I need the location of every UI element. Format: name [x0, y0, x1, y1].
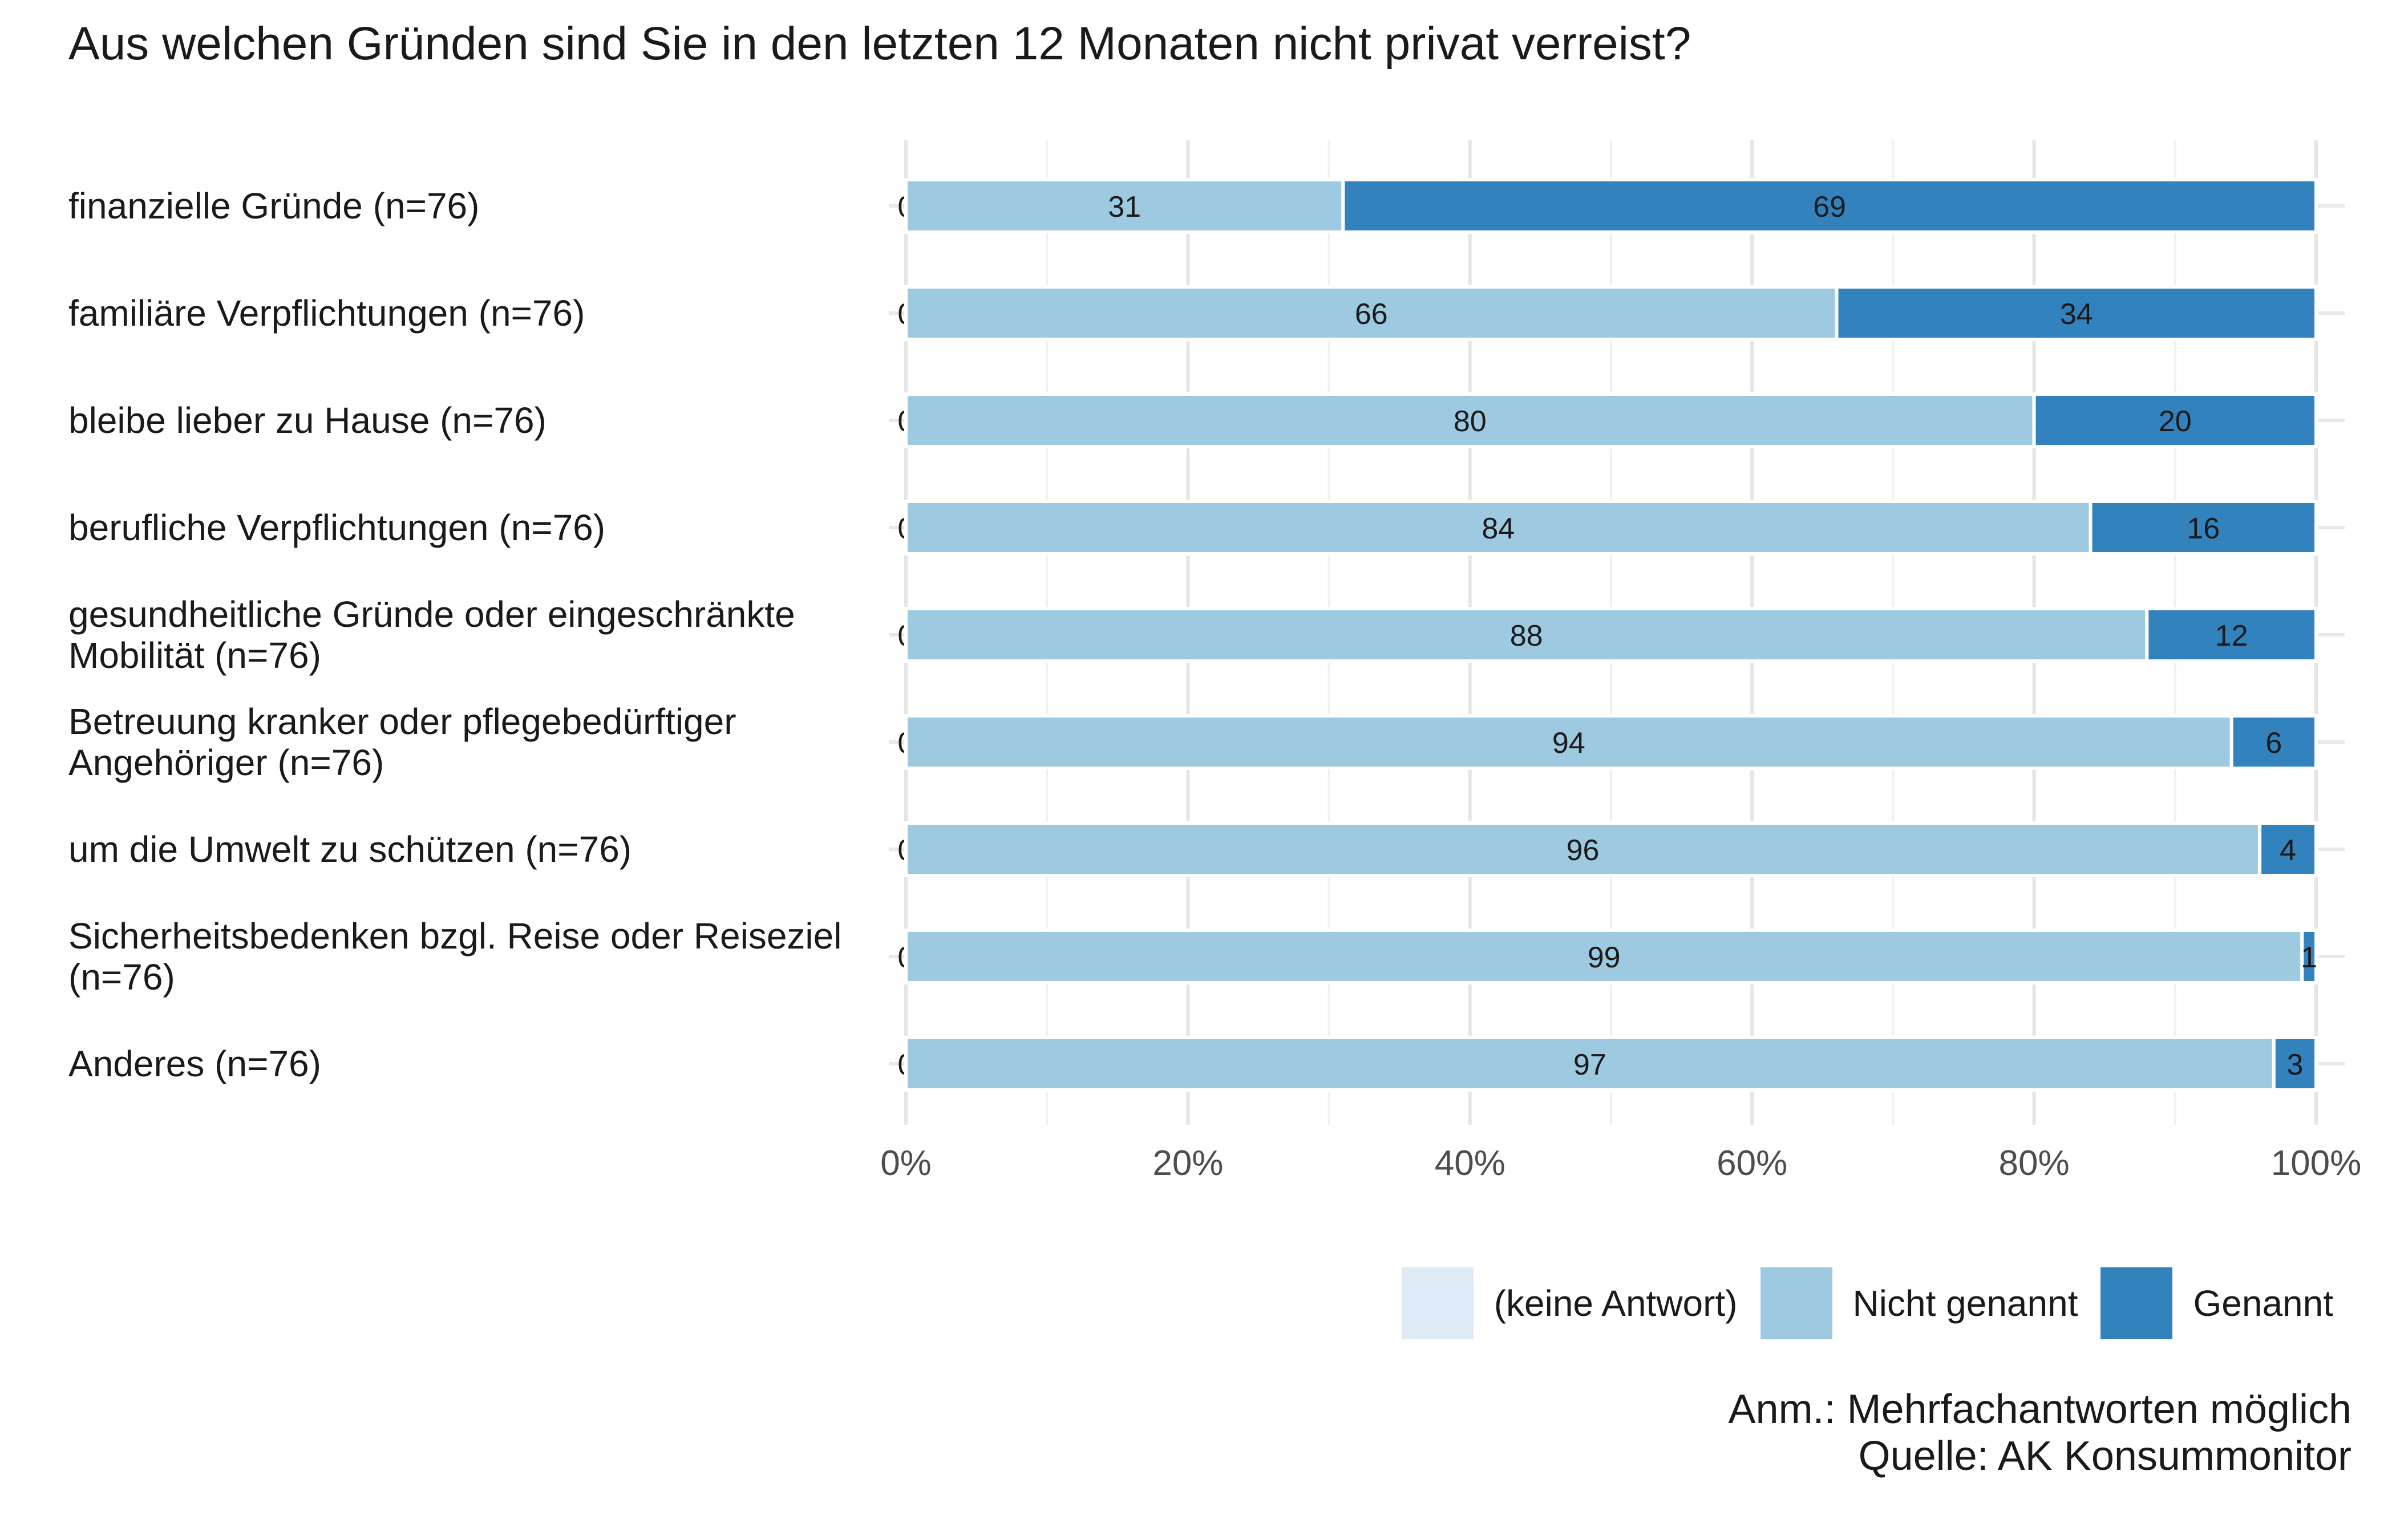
value-label: 97 — [1573, 1048, 1606, 1081]
legend-item-genannt: Genannt — [2100, 1267, 2333, 1339]
category-label-line: Sicherheitsbedenken bzgl. Reise oder Rei… — [68, 915, 841, 957]
value-label: 31 — [1108, 191, 1141, 224]
value-label: 3 — [2286, 1048, 2303, 1081]
category-label-line: finanzielle Gründe (n=76) — [68, 185, 479, 226]
legend-item-keine-antwort: (keine Antwort) — [1401, 1267, 1738, 1339]
legend-swatch-genannt — [2100, 1267, 2173, 1339]
value-label: 1 — [2301, 941, 2317, 974]
bar-segment — [2089, 500, 2318, 556]
note-annotation: Anm.: Mehrfachantworten möglich — [1728, 1387, 2352, 1432]
value-label: 4 — [2280, 834, 2296, 867]
value-label: 20 — [2159, 405, 2192, 438]
bar-segment — [2272, 1036, 2318, 1092]
value-label: 84 — [1482, 512, 1515, 545]
value-label: 99 — [1588, 941, 1621, 974]
x-tick-label: 60% — [1717, 1144, 1787, 1183]
value-label: 66 — [1355, 298, 1388, 331]
value-label: 88 — [1510, 619, 1543, 653]
bar-segment — [904, 500, 2093, 556]
category-label-line: Mobilität (n=76) — [68, 635, 321, 676]
category-label: gesundheitliche Gründe oder eingeschränk… — [68, 594, 795, 676]
value-label: 12 — [2215, 619, 2248, 653]
bar-segment — [904, 392, 2036, 448]
x-tick-label: 0% — [880, 1144, 932, 1183]
value-label: 69 — [1813, 191, 1846, 224]
bar-segment — [904, 929, 2304, 984]
value-label: 6 — [2265, 727, 2282, 760]
category-label: um die Umwelt zu schützen (n=76) — [68, 829, 632, 870]
value-label: 34 — [2060, 298, 2093, 331]
category-label-line: Angehöriger (n=76) — [68, 742, 384, 783]
bar-segment — [904, 714, 2233, 770]
category-label-line: gesundheitliche Gründe oder eingeschränk… — [68, 594, 795, 635]
bar-segment — [2300, 929, 2318, 984]
category-label-line: um die Umwelt zu schützen (n=76) — [68, 829, 632, 870]
bar-segment — [2229, 714, 2318, 770]
value-label: 16 — [2187, 512, 2220, 545]
legend-label-genannt: Genannt — [2193, 1283, 2333, 1324]
x-tick-label: 40% — [1435, 1144, 1505, 1183]
category-label-line: Anderes (n=76) — [68, 1043, 321, 1084]
legend: (keine Antwort) Nicht genannt Genannt — [1379, 1267, 2333, 1339]
bar-segment — [2258, 821, 2318, 877]
bar-segment — [904, 607, 2149, 663]
note-source: Quelle: AK Konsummonitor — [1858, 1433, 2352, 1479]
category-label-line: (n=76) — [68, 957, 175, 998]
category-label-line: familiäre Verpflichtungen (n=76) — [68, 293, 585, 334]
category-label: berufliche Verpflichtungen (n=76) — [68, 507, 605, 548]
value-label: 96 — [1567, 834, 1600, 867]
category-label: Sicherheitsbedenken bzgl. Reise oder Rei… — [68, 915, 841, 998]
category-label: familiäre Verpflichtungen (n=76) — [68, 293, 585, 334]
bar-segment — [1341, 178, 2318, 234]
category-label: Anderes (n=76) — [68, 1043, 321, 1084]
category-label: finanzielle Gründe (n=76) — [68, 185, 479, 226]
legend-swatch-nicht-genannt — [1760, 1267, 1832, 1339]
legend-item-nicht-genannt: Nicht genannt — [1760, 1267, 2078, 1339]
bar-segment — [904, 821, 2262, 877]
chart-title: Aus welchen Gründen sind Sie in den letz… — [68, 18, 1691, 70]
value-label: 80 — [1454, 405, 1487, 438]
bar-segment — [904, 1036, 2276, 1092]
bar-segment — [904, 285, 1839, 341]
category-label-line: bleibe lieber zu Hause (n=76) — [68, 400, 547, 441]
legend-swatch-keine-antwort — [1401, 1267, 1474, 1339]
bar-segment — [2032, 392, 2318, 448]
category-label: bleibe lieber zu Hause (n=76) — [68, 400, 547, 441]
x-tick-label: 100% — [2271, 1144, 2362, 1183]
bar-segment — [2145, 607, 2318, 663]
x-tick-label: 20% — [1152, 1144, 1223, 1183]
legend-label-keine-antwort: (keine Antwort) — [1494, 1283, 1738, 1324]
x-tick-label: 80% — [1999, 1144, 2070, 1183]
category-label-line: berufliche Verpflichtungen (n=76) — [68, 507, 605, 548]
category-label: Betreuung kranker oder pflegebedürftiger… — [68, 701, 736, 783]
value-label: 94 — [1552, 727, 1585, 760]
category-label-line: Betreuung kranker oder pflegebedürftiger — [68, 701, 736, 742]
legend-label-nicht-genannt: Nicht genannt — [1852, 1283, 2078, 1324]
chart-notes: Anm.: Mehrfachantworten möglich Quelle: … — [1729, 1386, 2352, 1480]
bar-segment — [1835, 285, 2318, 341]
